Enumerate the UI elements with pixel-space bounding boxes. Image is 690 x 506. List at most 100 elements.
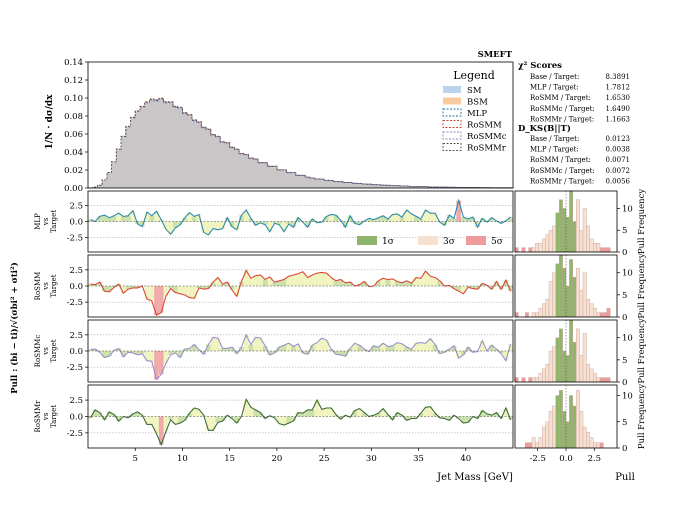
pull-area [224, 282, 230, 286]
pull-area [196, 409, 202, 417]
hist-bar [569, 395, 574, 449]
hist-bar [593, 442, 597, 449]
bsm-bar [116, 149, 122, 188]
hist-frame [514, 190, 618, 253]
sm-bar [305, 177, 310, 188]
sm-bar [125, 127, 131, 188]
hist-bar [606, 307, 611, 318]
pull-area [394, 412, 400, 417]
pull-area [347, 215, 353, 222]
hist-bar [599, 312, 604, 318]
pull-area [177, 416, 183, 424]
target-label: Target [50, 210, 58, 233]
y-tick-label: 0.10 [64, 94, 83, 104]
pull-area [173, 286, 178, 293]
pull-area [116, 416, 122, 422]
pull-area [479, 410, 485, 417]
pull-line [90, 198, 511, 236]
sm-bar [333, 181, 339, 188]
pull-area [394, 213, 400, 222]
hist-bar [593, 372, 597, 383]
pull-area [106, 411, 112, 417]
pull-area [328, 214, 334, 222]
bsm-bar [314, 179, 320, 188]
model-name: RoSMMc [34, 335, 42, 368]
bsm-bar [319, 179, 325, 188]
hist-bar [521, 377, 526, 383]
ks-scores: Base / Target: 0.0123 MLP / Target: 0.0038 R… [530, 135, 631, 185]
pull-area [432, 277, 438, 286]
sm-bar [399, 185, 405, 188]
bsm-bar [352, 183, 358, 188]
pull-area [465, 416, 471, 423]
bsm-bar [224, 143, 230, 188]
pull-area [116, 213, 122, 222]
bsm-bar [385, 185, 391, 188]
pull-area [248, 218, 254, 222]
score-value: 1.1663 [606, 115, 631, 123]
bsm-bar [442, 187, 447, 188]
pull-area [428, 406, 433, 417]
pull-area [347, 348, 353, 351]
bsm-bar [333, 181, 339, 188]
hist-y-tick-label: 10 [622, 334, 633, 344]
sm-bar [111, 162, 117, 188]
pull-area [196, 286, 202, 288]
pull-area [139, 351, 145, 354]
main-frame [87, 61, 514, 189]
hist-bar [552, 225, 557, 253]
bsm-bar [432, 186, 438, 188]
hist-bar [555, 337, 560, 383]
pull-area [432, 413, 438, 417]
pull-area [404, 210, 410, 222]
hist-bar [582, 426, 587, 449]
hist-bar [548, 230, 553, 253]
sm-bar [376, 184, 381, 188]
pull-area [177, 351, 183, 358]
hist-x-tick-label: 0.0 [559, 454, 573, 464]
bsm-bar [215, 136, 221, 188]
legend-swatch [442, 108, 462, 117]
pull-area [111, 414, 117, 417]
hist-bar [572, 405, 577, 449]
pull-area [220, 221, 225, 229]
pull-y-tick-label: 0.0 [69, 282, 83, 292]
pull-area [262, 279, 268, 286]
hist-bar [572, 276, 577, 318]
sm-bar [394, 185, 400, 188]
pull-area [442, 416, 447, 419]
sm-bar [432, 186, 438, 188]
pull-area [182, 286, 188, 296]
pull-y-tick-label: -2.5 [67, 298, 83, 308]
hist-bar [545, 299, 550, 318]
pull-area [461, 217, 466, 222]
sm-bar [267, 165, 273, 188]
score-value: 0.0071 [606, 156, 631, 164]
sm-bar [291, 173, 296, 188]
pull-area [210, 337, 216, 351]
pull-area [428, 338, 433, 351]
sigma-swatch [357, 236, 377, 245]
sm-bar [97, 185, 103, 188]
pull-area [508, 286, 513, 292]
pull-area [97, 216, 103, 222]
pull-area [291, 346, 296, 351]
pull-area [201, 221, 207, 233]
pull-area [121, 286, 126, 294]
pull-histogram-rosmmc: 0 5 10 Pull Frequency [514, 318, 647, 388]
hist-bar [521, 247, 526, 253]
pull-area [352, 343, 358, 351]
pull-area [281, 221, 287, 232]
pull-area [470, 286, 476, 289]
sm-bar [385, 185, 391, 188]
pull-area [343, 221, 348, 228]
pull-area [461, 351, 466, 355]
pull-area [357, 284, 362, 286]
pull-area [121, 216, 126, 222]
bsm-bar [324, 180, 329, 188]
pull-area [97, 282, 103, 286]
pull-area [328, 407, 334, 417]
hist-bar [576, 390, 580, 449]
pull-area [508, 217, 513, 222]
x-tick-label: 30 [366, 454, 377, 464]
